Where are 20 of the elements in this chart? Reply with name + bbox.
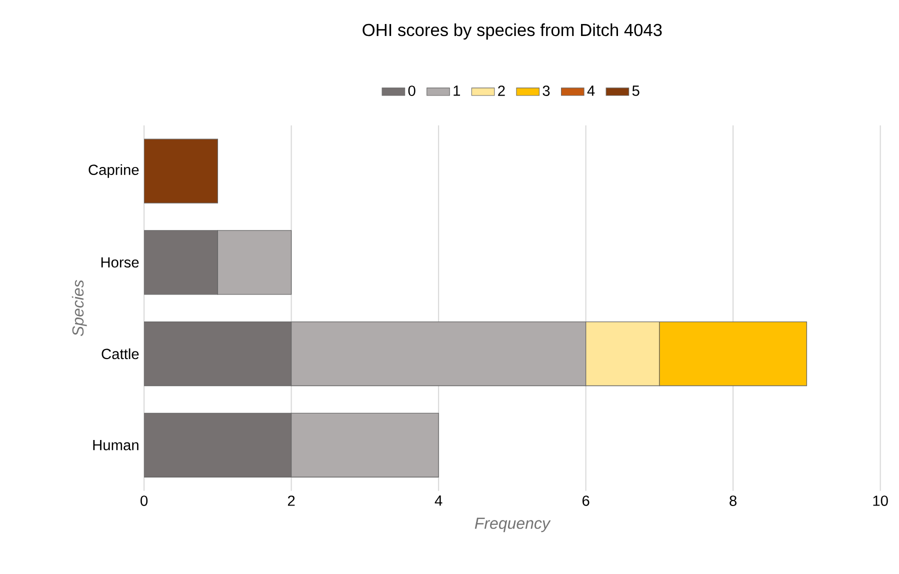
chart-title: OHI scores by species from Ditch 4043 — [362, 24, 662, 40]
x-tick-label: 0 — [140, 496, 148, 506]
y-tick-label: Caprine — [88, 164, 139, 178]
x-tick-label: 8 — [730, 496, 737, 506]
x-tick-label: 2 — [288, 496, 295, 506]
legend-label: 3 — [542, 86, 550, 96]
legend-label: 5 — [632, 86, 640, 96]
legend-label: 2 — [498, 86, 505, 96]
y-tick-label: Horse — [101, 258, 139, 268]
y-tick-label: Human — [93, 440, 138, 451]
x-tick-label: 4 — [434, 496, 442, 506]
y-axis-title: Species — [72, 280, 87, 336]
bar — [144, 138, 218, 204]
legend-label: 1 — [454, 86, 460, 96]
y-tick-label: Cattle — [102, 348, 139, 360]
legend-label: 0 — [408, 86, 416, 96]
x-tick-label: 10 — [873, 496, 888, 506]
x-axis-title: Frequency — [474, 518, 551, 532]
x-tick-label: 6 — [582, 496, 590, 506]
legend-label: 4 — [587, 86, 595, 96]
